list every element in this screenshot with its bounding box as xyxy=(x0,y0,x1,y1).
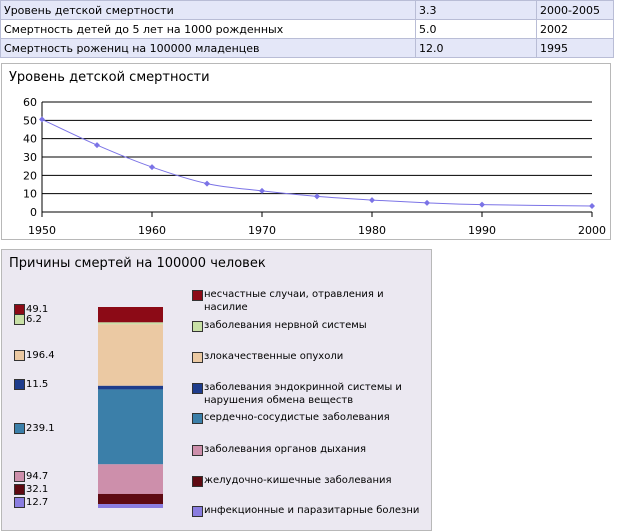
data-point xyxy=(39,116,45,123)
stat-period: 2000-2005 xyxy=(536,0,614,20)
legend-swatch xyxy=(192,321,203,332)
series-line xyxy=(41,118,593,207)
legend-swatch xyxy=(192,290,203,301)
stacked-chart-panel: Причины смертей на 100000 человек 49.1 6.… xyxy=(1,249,432,531)
value-swatch xyxy=(14,350,25,361)
value-swatch xyxy=(14,314,25,325)
bar-segment xyxy=(98,504,163,508)
legend-label: желудочно-кишечные заболевания xyxy=(204,475,392,486)
bar-segment xyxy=(98,389,163,465)
legend-label: заболевания органов дыхания xyxy=(204,444,367,455)
stat-value: 5.0 xyxy=(415,19,537,39)
data-point xyxy=(259,187,265,194)
y-tick-label: 40 xyxy=(23,133,37,146)
data-point xyxy=(94,142,100,149)
data-point xyxy=(369,197,375,204)
stat-label: Смертность рожениц на 100000 младенцев xyxy=(0,38,416,58)
x-tick-label: 1970 xyxy=(248,224,276,237)
bar-segment xyxy=(98,385,163,390)
stat-label: Уровень детской смертности xyxy=(0,0,416,20)
stats-table: Уровень детской смертности 3.3 2000-2005… xyxy=(0,0,614,58)
legend-label: заболевания нервной системы xyxy=(204,320,367,331)
table-row: Смертность рожениц на 100000 младенцев 1… xyxy=(0,38,614,58)
y-tick-label: 30 xyxy=(23,151,37,164)
legend-label: заболевания эндокринной системы и наруше… xyxy=(204,382,402,406)
data-point xyxy=(149,164,155,171)
value-swatch xyxy=(14,471,25,482)
bar-segment xyxy=(98,307,163,323)
stat-value: 12.0 xyxy=(415,38,537,58)
bar-segment xyxy=(98,493,163,505)
value-text: 12.7 xyxy=(26,497,49,508)
legend-label: сердечно-сосудистые заболевания xyxy=(204,412,390,423)
stacked-bar xyxy=(98,307,163,508)
data-point xyxy=(589,202,595,209)
stacked-chart-title: Причины смертей на 100000 человек xyxy=(9,256,266,271)
x-tick-label: 1990 xyxy=(468,224,496,237)
stat-period: 2002 xyxy=(536,19,614,39)
bar-segment xyxy=(98,464,163,494)
value-swatch xyxy=(14,484,25,495)
legend-swatch xyxy=(192,506,203,517)
line-chart-panel: Уровень детской смертности xyxy=(1,63,611,240)
data-point xyxy=(204,180,210,187)
legend-swatch xyxy=(192,352,203,363)
y-tick-label: 60 xyxy=(23,96,37,109)
value-text: 196.4 xyxy=(26,350,55,361)
stat-value: 3.3 xyxy=(415,0,537,20)
y-tick-label: 0 xyxy=(30,206,37,219)
y-tick-label: 20 xyxy=(23,169,37,182)
legend-swatch xyxy=(192,445,203,456)
legend-swatch xyxy=(192,413,203,424)
legend-label: несчастные случаи, отравления и насилие xyxy=(204,289,384,313)
x-tick-label: 2000 xyxy=(578,224,606,237)
y-tick-label: 10 xyxy=(23,188,37,201)
x-tick-label: 1950 xyxy=(28,224,56,237)
legend-label: злокачественные опухоли xyxy=(204,351,344,362)
legend-label: инфекционные и паразитарные болезни xyxy=(204,505,420,516)
value-swatch xyxy=(14,497,25,508)
y-tick-label: 50 xyxy=(23,114,37,127)
stat-period: 1995 xyxy=(536,38,614,58)
table-row: Смертность детей до 5 лет на 1000 рожден… xyxy=(0,19,614,39)
line-chart-title: Уровень детской смертности xyxy=(9,70,210,85)
value-swatch xyxy=(14,423,25,434)
value-text: 11.5 xyxy=(26,379,49,390)
data-point xyxy=(424,199,430,206)
value-text: 49.1 xyxy=(26,304,49,315)
legend-swatch xyxy=(192,476,203,487)
data-point xyxy=(479,201,485,208)
legend-swatch xyxy=(192,383,203,394)
value-text: 32.1 xyxy=(26,484,49,495)
table-row: Уровень детской смертности 3.3 2000-2005 xyxy=(0,0,614,20)
value-text: 239.1 xyxy=(26,423,55,434)
line-chart: 0 10 20 30 40 50 60 1950 1960 1970 1980 1990 2000 xyxy=(23,96,606,237)
bar-segment xyxy=(98,322,163,325)
x-tick-label: 1960 xyxy=(138,224,166,237)
x-tick-label: 1980 xyxy=(358,224,386,237)
bar-segment xyxy=(98,324,163,386)
value-text: 94.7 xyxy=(26,471,49,482)
value-text: 6.2 xyxy=(26,314,42,325)
data-point xyxy=(314,193,320,200)
value-swatch xyxy=(14,379,25,390)
